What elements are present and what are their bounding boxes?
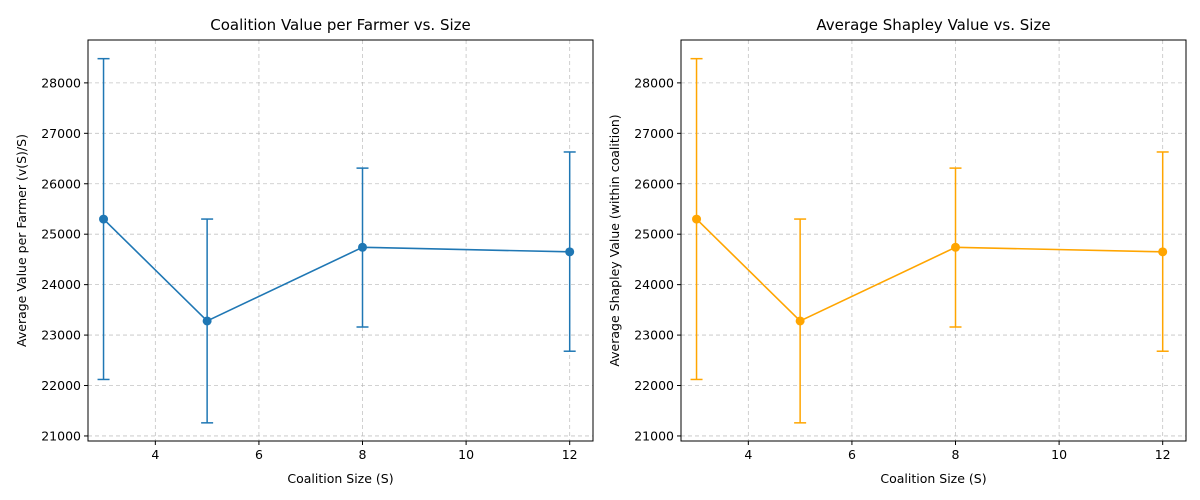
chart-0-x-axis-label: Coalition Size (S) [287, 471, 393, 486]
chart-1-y-tick-label: 21000 [634, 428, 674, 443]
chart-1-y-axis-label: Average Shapley Value (within coalition) [607, 114, 622, 366]
chart-1-data-point [692, 214, 702, 224]
chart-0-y-tick-label: 28000 [41, 75, 81, 90]
chart-coalition-value: 4 6 8 10 12 21000 22000 23000 24000 25000 26000 270… [14, 16, 594, 486]
chart-0-title: Coalition Value per Farmer vs. Size [210, 16, 470, 34]
chart-0-y-axis-label: Average Value per Farmer (v(S)/S) [14, 134, 29, 347]
chart-shapley-value: 4 6 8 10 12 21000 22000 23000 24000 25000 26000 270… [607, 16, 1187, 486]
chart-0-data-point [358, 242, 368, 252]
chart-1-title: Average Shapley Value vs. Size [816, 16, 1050, 34]
chart-1-y-tick-label: 23000 [634, 328, 674, 343]
chart-0-x-tick-label: 8 [359, 447, 367, 462]
chart-0-data-point [99, 214, 109, 224]
chart-1-data-point [951, 242, 961, 252]
chart-1-y-tick-label: 25000 [634, 227, 674, 242]
chart-0-x-tick-label: 6 [255, 447, 263, 462]
chart-0-y-tick-label: 22000 [41, 378, 81, 393]
chart-1-data-point [795, 316, 805, 326]
chart-1-x-tick-label: 8 [952, 447, 960, 462]
chart-0-plot-frame [87, 39, 594, 442]
chart-1-x-tick-label: 10 [1051, 447, 1067, 462]
chart-1-data-point [1158, 247, 1168, 257]
chart-0-y-tick-label: 23000 [41, 328, 81, 343]
chart-0-x-tick-label: 10 [458, 447, 474, 462]
chart-1-y-tick-label: 28000 [634, 75, 674, 90]
chart-0-y-tick-label: 26000 [41, 176, 81, 191]
chart-0-x-tick-label: 4 [151, 447, 159, 462]
chart-1-y-tick-label: 27000 [634, 126, 674, 141]
chart-1-plot-frame [680, 39, 1187, 442]
chart-1-series-line [695, 218, 1163, 322]
chart-1-y-tick-label: 24000 [634, 277, 674, 292]
chart-0-y-tick-label: 24000 [41, 277, 81, 292]
chart-0-series-line [102, 218, 570, 322]
chart-1-x-tick-label: 4 [744, 447, 752, 462]
chart-0-y-tick-label: 21000 [41, 428, 81, 443]
chart-1-y-tick-label: 26000 [634, 176, 674, 191]
chart-0-y-tick-label: 27000 [41, 126, 81, 141]
chart-0-data-point [565, 247, 575, 257]
chart-0-data-point [202, 316, 212, 326]
chart-0-x-tick-label: 12 [562, 447, 578, 462]
chart-0-y-tick-label: 25000 [41, 227, 81, 242]
chart-1-x-tick-label: 12 [1155, 447, 1171, 462]
chart-1-x-axis-label: Coalition Size (S) [880, 471, 986, 486]
chart-1-y-tick-label: 22000 [634, 378, 674, 393]
chart-1-x-tick-label: 6 [848, 447, 856, 462]
